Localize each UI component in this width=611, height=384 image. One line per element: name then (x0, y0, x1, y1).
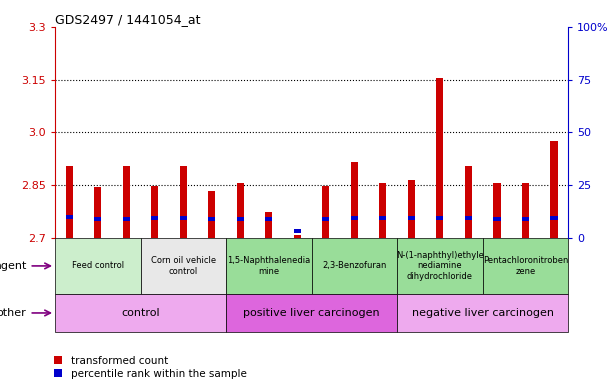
Text: control: control (121, 308, 160, 318)
Bar (208, 217, 216, 221)
Bar (141, 238, 226, 294)
Bar (494, 217, 500, 221)
Text: 2,3-Benzofuran: 2,3-Benzofuran (322, 262, 387, 270)
Bar (379, 183, 386, 238)
Bar (94, 217, 101, 221)
Text: Feed control: Feed control (71, 262, 124, 270)
Bar (436, 78, 444, 238)
Bar (226, 238, 312, 294)
Text: Corn oil vehicle
control: Corn oil vehicle control (151, 256, 216, 276)
Bar (265, 217, 273, 221)
Bar (465, 215, 472, 220)
Bar (397, 238, 483, 294)
Bar (123, 166, 130, 238)
Text: agent: agent (0, 261, 26, 271)
Text: 1,5-Naphthalenedia
mine: 1,5-Naphthalenedia mine (227, 256, 310, 276)
Bar (408, 180, 415, 238)
Bar (294, 235, 301, 238)
Text: positive liver carcinogen: positive liver carcinogen (243, 308, 380, 318)
Bar (483, 238, 568, 294)
Bar (436, 215, 444, 220)
Bar (180, 166, 187, 238)
Bar (397, 294, 568, 332)
Bar (294, 229, 301, 233)
Bar (208, 190, 216, 238)
Bar (65, 166, 73, 238)
Bar (551, 215, 557, 220)
Text: Pentachloronitroben
zene: Pentachloronitroben zene (483, 256, 568, 276)
Bar (323, 217, 329, 221)
Bar (55, 238, 141, 294)
Bar (65, 215, 73, 219)
Bar (237, 217, 244, 221)
Bar (312, 238, 397, 294)
Bar (237, 183, 244, 238)
Text: GDS2497 / 1441054_at: GDS2497 / 1441054_at (55, 13, 200, 26)
Legend: transformed count, percentile rank within the sample: transformed count, percentile rank withi… (54, 356, 247, 379)
Bar (151, 215, 158, 220)
Bar (494, 183, 500, 238)
Bar (55, 294, 226, 332)
Bar (351, 215, 358, 220)
Bar (522, 217, 529, 221)
Bar (123, 217, 130, 221)
Bar (522, 183, 529, 238)
Bar (265, 212, 273, 238)
Text: other: other (0, 308, 26, 318)
Bar (94, 187, 101, 238)
Text: N-(1-naphthyl)ethyle
nediamine
dihydrochloride: N-(1-naphthyl)ethyle nediamine dihydroch… (396, 251, 484, 281)
Bar (323, 186, 329, 238)
Bar (351, 162, 358, 238)
Bar (151, 186, 158, 238)
Bar (226, 294, 397, 332)
Bar (465, 166, 472, 238)
Bar (180, 215, 187, 220)
Text: negative liver carcinogen: negative liver carcinogen (412, 308, 554, 318)
Bar (408, 215, 415, 220)
Bar (551, 141, 557, 238)
Bar (379, 215, 386, 220)
